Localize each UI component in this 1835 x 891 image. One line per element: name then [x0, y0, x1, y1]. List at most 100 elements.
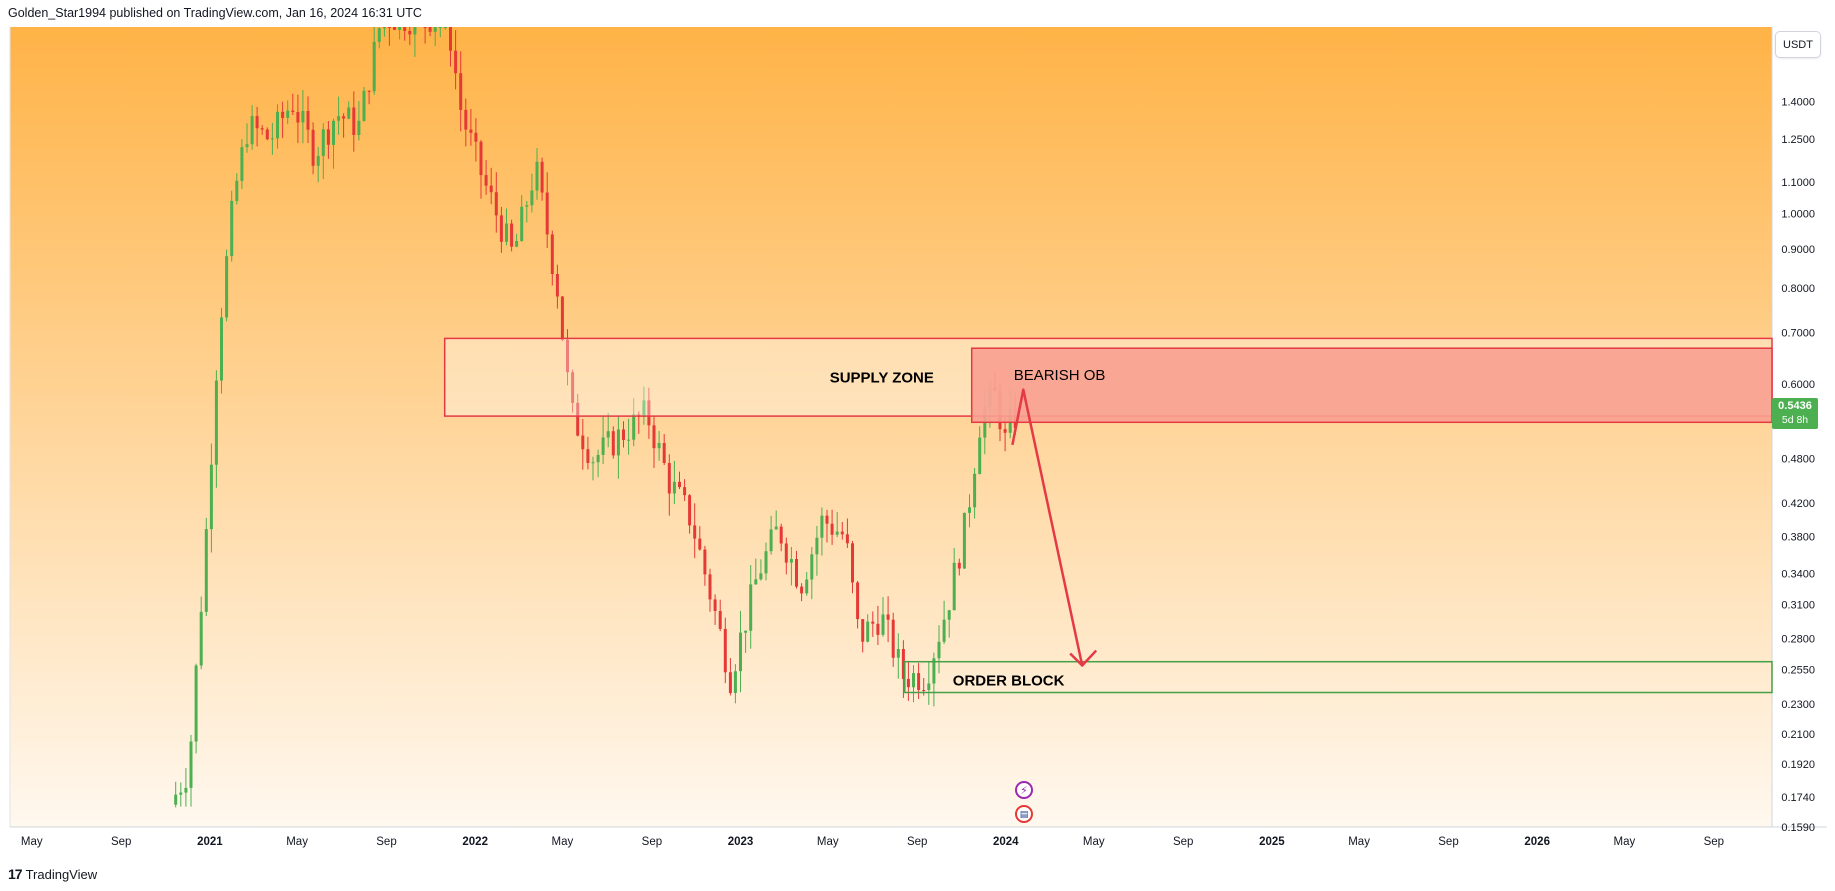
candle-body: [550, 234, 554, 274]
candle-body: [978, 437, 982, 474]
candle-body: [230, 200, 234, 257]
candle-body: [662, 443, 666, 463]
bearish-ob-label: BEARISH OB: [1014, 367, 1106, 384]
candle-body: [398, 27, 402, 30]
candle-body: [489, 185, 493, 193]
candle-body: [571, 372, 575, 403]
candle-body: [443, 27, 447, 28]
price-axis: 1.4000 1.2500 1.1000 1.0000 0.9000 0.8000 0.70…: [1781, 96, 1815, 834]
last-price-label: 0.5436 5d 8h: [1772, 398, 1818, 429]
candle-body: [845, 534, 849, 544]
candle-body: [342, 116, 346, 119]
order-block-box: [904, 660, 1773, 694]
bearish-arrow-head: [1069, 649, 1098, 667]
candle-body: [723, 628, 727, 673]
bar-countdown: 5d 8h: [1781, 414, 1809, 426]
candle-body: [805, 579, 809, 594]
candle-body: [657, 443, 661, 449]
candle-body: [683, 487, 687, 496]
candle-body: [377, 28, 381, 42]
candle-body: [484, 175, 488, 186]
price-tick-label: 1.0000: [1781, 209, 1815, 221]
candle-body: [886, 614, 890, 620]
candle-body: [494, 192, 498, 216]
bearish-ob-box: [970, 347, 1773, 424]
candle-body: [454, 50, 458, 74]
price-tick-label: 0.8000: [1781, 283, 1815, 295]
candle-body: [622, 429, 625, 440]
candle-body: [540, 161, 544, 193]
candle-body: [627, 439, 631, 441]
candle-body: [566, 339, 569, 373]
candle-body: [194, 665, 198, 742]
candle-body: [927, 683, 931, 690]
candle-body: [901, 649, 905, 679]
time-axis: May Sep 2021 May Sep 2022 May Sep 2023 May Sep 2024…: [21, 836, 1724, 848]
candle-body: [535, 161, 539, 191]
candle-body: [372, 41, 376, 92]
candle-body: [876, 623, 880, 635]
candle-body: [306, 111, 310, 130]
candle-body: [840, 531, 844, 535]
time-tick-label: Sep: [1704, 836, 1724, 848]
candle-body: [947, 610, 951, 620]
candle-body: [800, 586, 804, 594]
time-tick-label: 2023: [728, 836, 754, 848]
tradingview-logo-icon: 17: [8, 866, 23, 882]
candle-body: [871, 621, 875, 624]
price-tick-label: 1.4000: [1781, 96, 1815, 108]
candle-body: [250, 116, 254, 145]
candle-body: [815, 537, 819, 555]
currency-button[interactable]: USDT: [1775, 31, 1821, 58]
candle-body: [688, 495, 692, 526]
time-tick-label: May: [286, 836, 308, 848]
candle-body: [281, 111, 285, 118]
candle-body: [332, 120, 335, 145]
candle-body: [784, 543, 788, 563]
us-flag-event-icon[interactable]: ▤: [1015, 805, 1033, 823]
candle-body: [530, 190, 534, 206]
price-tick-label: 0.3800: [1781, 531, 1815, 543]
time-tick-label: Sep: [1173, 836, 1193, 848]
candle-body: [952, 562, 956, 611]
candle-body: [733, 671, 737, 693]
price-tick-label: 0.1920: [1781, 759, 1815, 771]
chart-background: [10, 27, 1772, 827]
time-tick-label: 2021: [197, 836, 223, 848]
candle-body: [764, 551, 768, 574]
candle-body: [337, 116, 341, 121]
time-tick-label: Sep: [1438, 836, 1458, 848]
lightning-event-icon[interactable]: ⚡: [1015, 781, 1033, 799]
publisher-header: Golden_Star1994 published on TradingView…: [8, 6, 422, 20]
candle-body: [749, 584, 753, 631]
time-tick-label: Sep: [111, 836, 131, 848]
candle-body: [474, 132, 478, 142]
candle-body: [464, 109, 468, 130]
price-tick-label: 1.2500: [1781, 134, 1815, 146]
candle-body: [596, 454, 600, 463]
candle-body: [601, 437, 605, 455]
candle-body: [647, 400, 651, 426]
price-tick-label: 0.2550: [1781, 664, 1815, 676]
candle-body: [606, 431, 610, 438]
candle-body: [408, 30, 412, 35]
candle-body: [525, 205, 529, 207]
time-tick-label: Sep: [642, 836, 662, 848]
candle-body: [672, 481, 676, 494]
candle-body: [387, 27, 391, 28]
candle-body: [652, 425, 656, 449]
candle-body: [276, 111, 279, 139]
candle-body: [820, 515, 824, 538]
candle-body: [581, 435, 585, 450]
candle-body: [413, 27, 417, 35]
candle-body: [367, 90, 371, 92]
candle-body: [301, 111, 305, 123]
candle-body: [245, 144, 249, 148]
candle-body: [962, 512, 966, 569]
candle-body: [728, 672, 732, 693]
candle-body: [611, 431, 615, 456]
candle-body: [179, 792, 183, 795]
candle-body: [184, 787, 188, 793]
footer-brand[interactable]: 17 TradingView: [8, 866, 97, 882]
